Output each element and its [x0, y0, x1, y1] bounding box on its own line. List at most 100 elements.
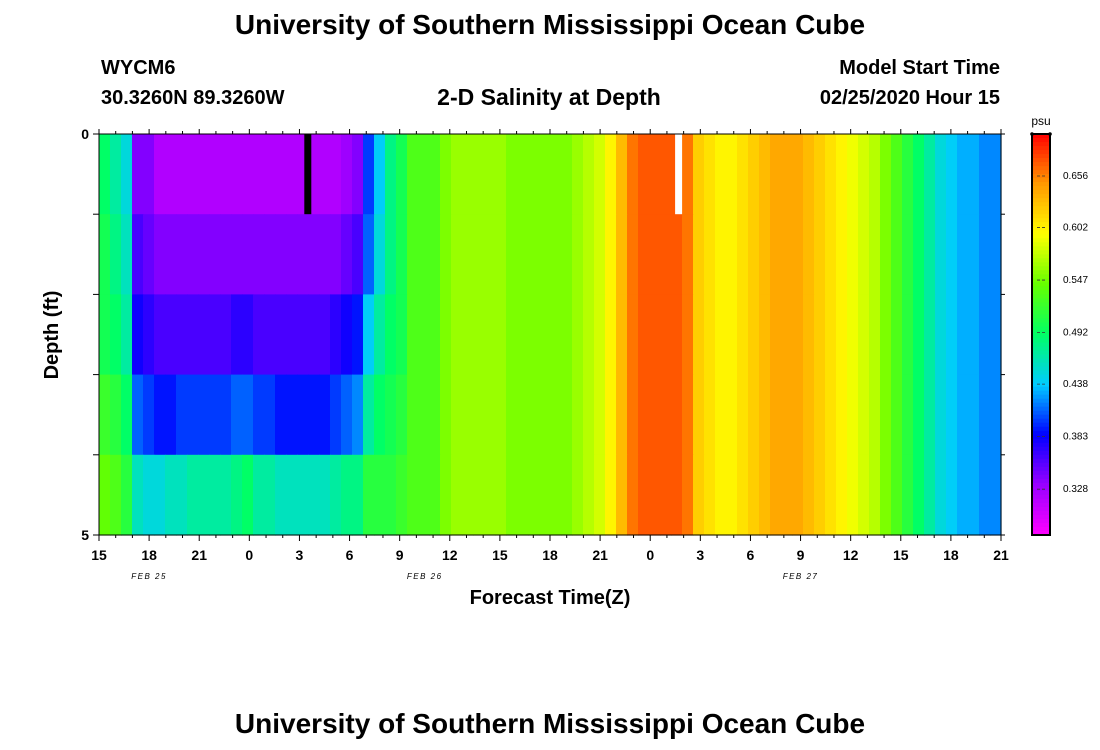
heatmap-cell — [616, 294, 628, 376]
heatmap-cell — [605, 374, 617, 456]
heatmap-cell — [583, 294, 595, 376]
heatmap-cell — [770, 294, 782, 376]
heatmap-cell — [748, 214, 760, 295]
colorbar-segment — [1032, 478, 1050, 484]
heatmap-cell — [330, 214, 342, 295]
heatmap-cell — [154, 294, 166, 376]
heatmap-cell — [286, 294, 298, 376]
heatmap-cell — [891, 134, 903, 215]
x-tick-label: 21 — [993, 547, 1009, 563]
heatmap-cell — [902, 214, 914, 295]
colorbar-tick-label: 0.383 — [1063, 432, 1088, 443]
colorbar-segment — [1032, 294, 1050, 300]
heatmap-cell — [891, 294, 903, 376]
heatmap-cell — [473, 134, 485, 215]
heatmap-cell — [880, 134, 892, 215]
heatmap-cell — [748, 454, 760, 536]
heatmap-cell — [143, 454, 155, 536]
heatmap-cell — [957, 134, 969, 215]
heatmap-cell — [253, 134, 265, 215]
heatmap-cells — [99, 134, 1002, 536]
heatmap-cell — [220, 374, 232, 456]
heatmap-cell — [990, 294, 1002, 376]
heatmap-cell — [154, 214, 166, 295]
heatmap-cell — [924, 374, 936, 456]
heatmap-cell — [638, 374, 650, 456]
heatmap-cell — [825, 294, 837, 376]
heatmap-cell — [671, 454, 683, 536]
x-tick-label: 6 — [346, 547, 354, 563]
heatmap-cell — [275, 134, 287, 215]
heatmap-cell — [869, 374, 881, 456]
heatmap-cell — [913, 374, 925, 456]
heatmap-cell — [682, 374, 694, 456]
colorbar-segment — [1032, 378, 1050, 384]
heatmap-cell — [473, 454, 485, 536]
heatmap-cell — [253, 294, 265, 376]
heatmap-cell — [275, 454, 287, 536]
heatmap-cell — [440, 454, 452, 536]
colorbar-segment — [1032, 250, 1050, 255]
heatmap-cell — [726, 454, 738, 536]
heatmap-cell — [165, 134, 177, 215]
heatmap-cell — [627, 374, 639, 456]
heatmap-cell — [660, 374, 672, 456]
colorbar-corner — [1030, 132, 1034, 136]
heatmap-cell — [957, 214, 969, 295]
heatmap-cell — [605, 454, 617, 536]
colorbar-segment — [1032, 202, 1050, 207]
heatmap-cell — [187, 454, 199, 536]
heatmap-cell — [561, 374, 573, 456]
heatmap-cell — [462, 214, 474, 295]
colorbar-segment — [1032, 390, 1050, 396]
heatmap-cell — [781, 294, 793, 376]
heatmap-cell — [506, 134, 518, 215]
heatmap-cell — [825, 454, 837, 536]
colorbar-segment — [1032, 166, 1050, 171]
colorbar-segment — [1032, 314, 1050, 320]
heatmap-cell — [616, 374, 628, 456]
heatmap-cell — [693, 214, 705, 295]
heatmap-cell — [913, 454, 925, 536]
colorbar-segment — [1032, 226, 1050, 231]
heatmap-cell — [99, 374, 111, 456]
heatmap-cell — [638, 294, 650, 376]
x-tick-label: 15 — [91, 547, 107, 563]
heatmap-cell — [979, 454, 991, 536]
heatmap-cell — [572, 374, 584, 456]
heatmap-cell — [440, 374, 452, 456]
heatmap-cell — [121, 454, 133, 536]
heatmap-cell — [594, 374, 606, 456]
colorbar-segment — [1032, 334, 1050, 340]
heatmap-cell — [825, 374, 837, 456]
colorbar-segment — [1032, 414, 1050, 420]
heatmap-cell — [143, 134, 155, 215]
colorbar-segment — [1032, 462, 1050, 468]
heatmap-cell — [110, 454, 122, 536]
heatmap-cell — [385, 294, 397, 376]
heatmap-cell — [957, 294, 969, 376]
heatmap-cell — [121, 374, 133, 456]
heatmap-cell — [297, 374, 309, 456]
heatmap-cell — [198, 134, 210, 215]
heatmap-cell — [209, 214, 221, 295]
x-axis-label: Forecast Time(Z) — [470, 587, 631, 609]
colorbar-segment — [1032, 242, 1050, 247]
colorbar-segment — [1032, 150, 1050, 155]
heatmap-cell — [891, 374, 903, 456]
heatmap-cell — [264, 294, 276, 376]
heatmap-cell — [132, 374, 144, 456]
x-tick-label: 6 — [747, 547, 755, 563]
colorbar-segment — [1032, 146, 1050, 151]
heatmap-cell — [594, 214, 606, 295]
colorbar-segment — [1032, 154, 1050, 159]
heatmap-cell — [990, 134, 1002, 215]
colorbar-segment — [1032, 530, 1050, 536]
heatmap-cell — [781, 454, 793, 536]
heatmap-cell — [484, 214, 496, 295]
heatmap-cell — [737, 374, 749, 456]
heatmap-cell — [253, 454, 265, 536]
heatmap-cell — [616, 214, 628, 295]
x-tick-label: 18 — [542, 547, 558, 563]
heatmap-cell — [638, 214, 650, 295]
